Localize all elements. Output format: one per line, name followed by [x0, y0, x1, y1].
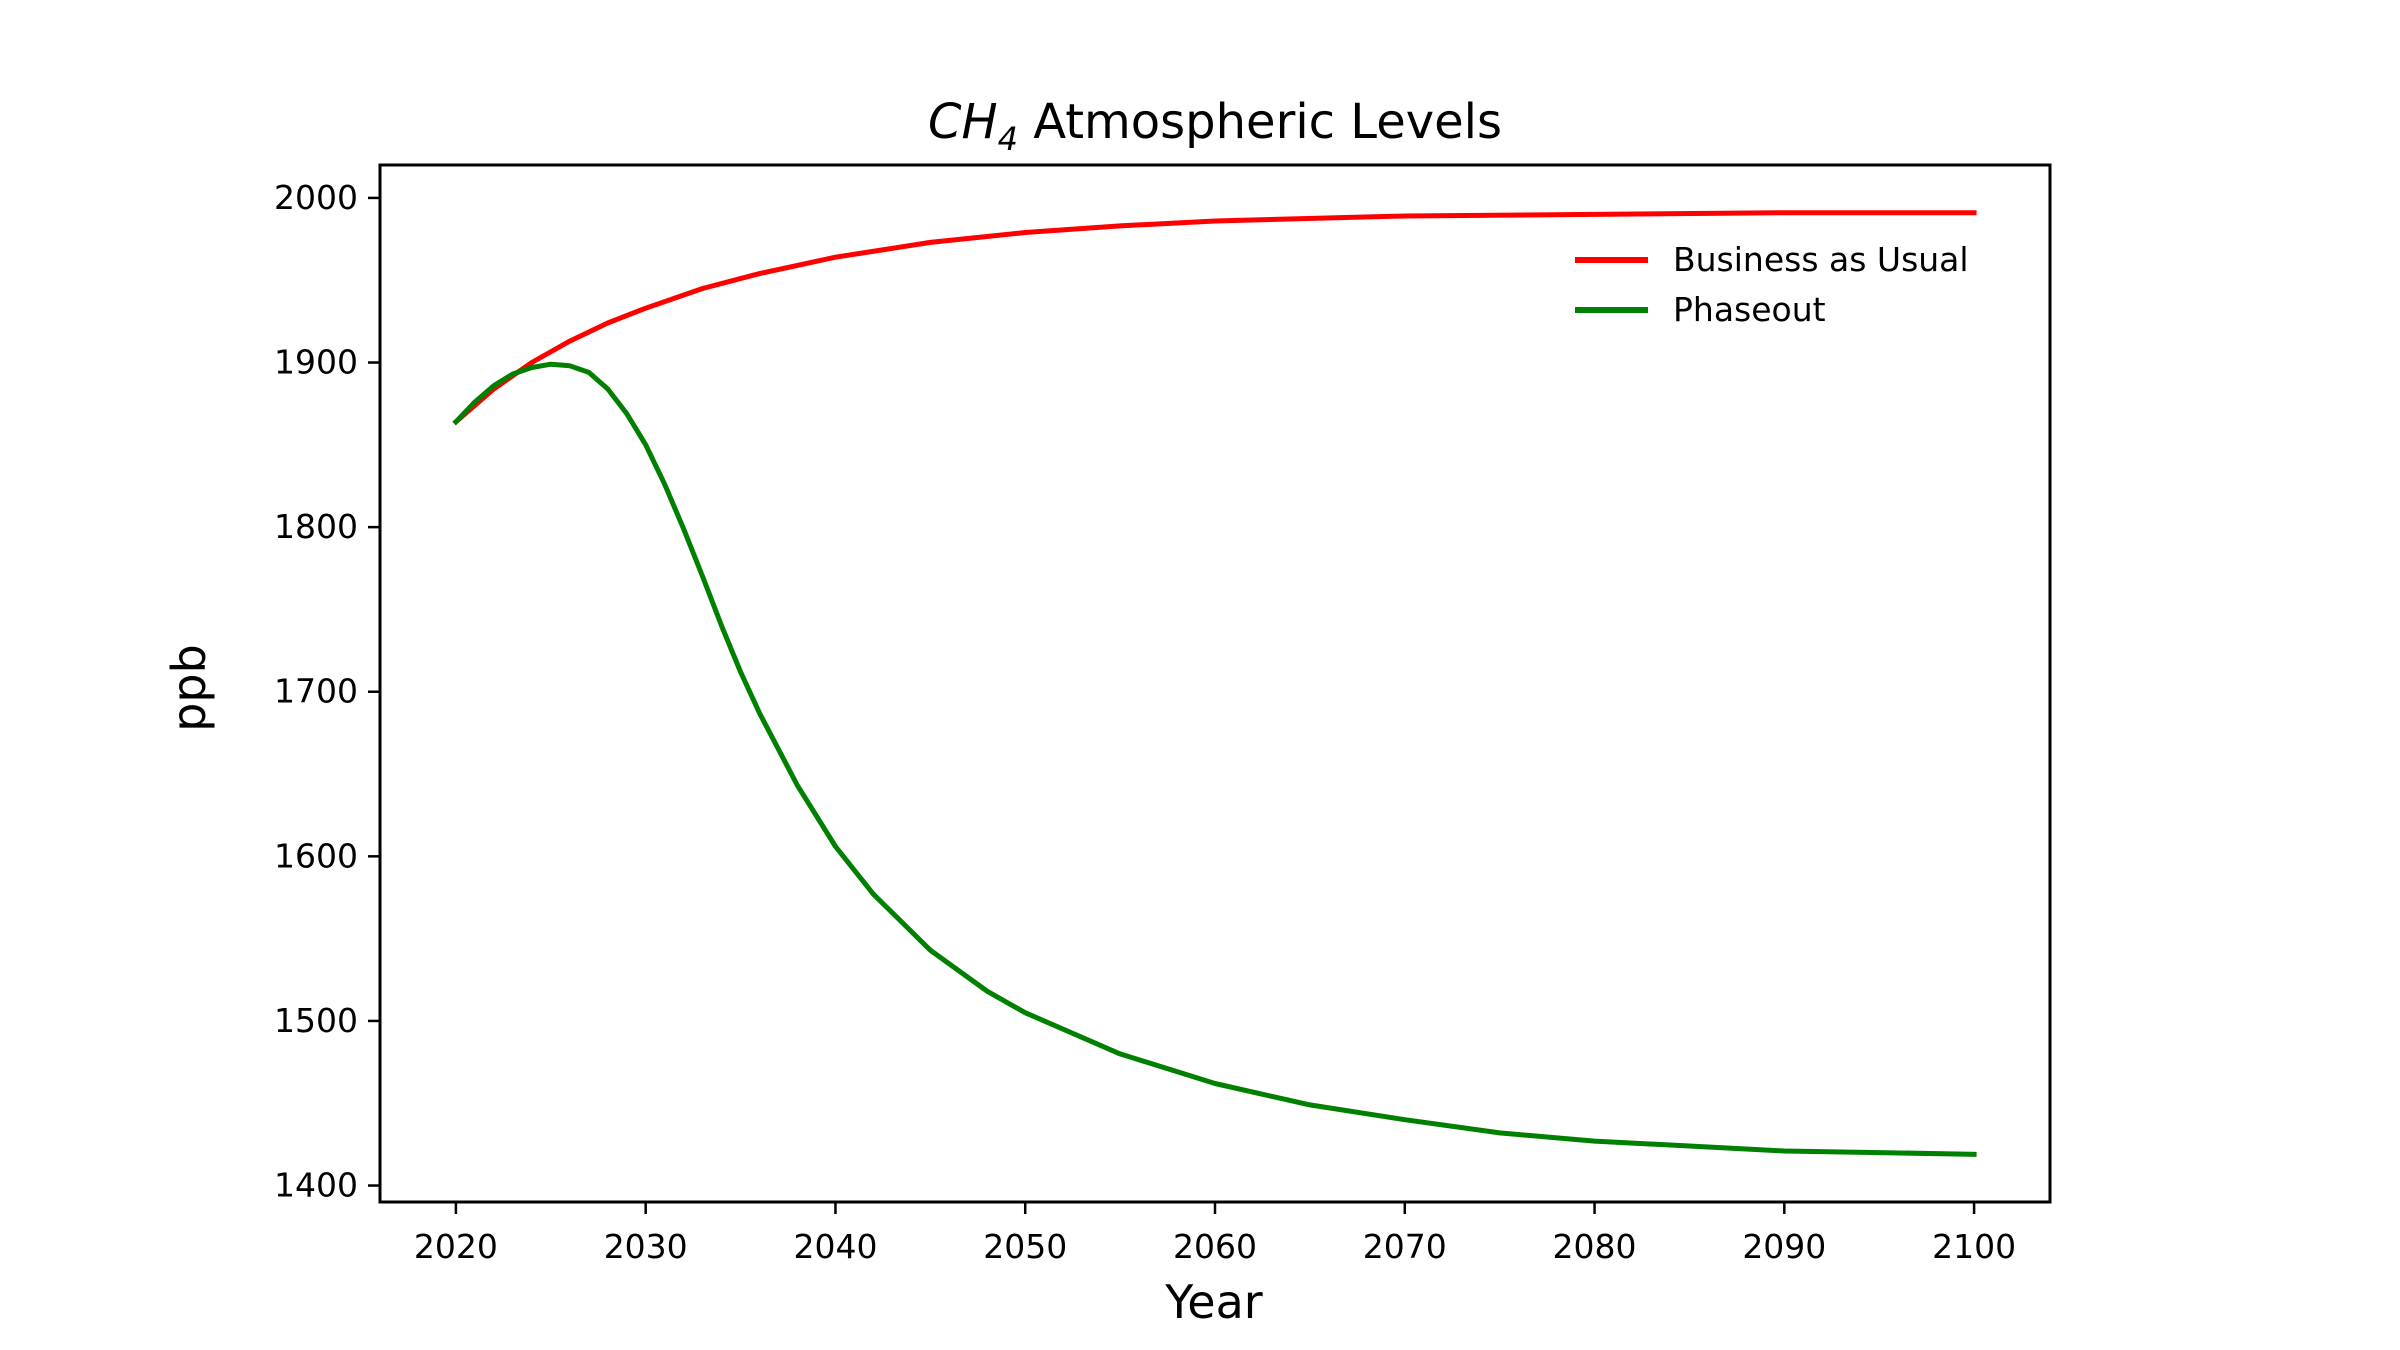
x-axis-label: Year [1164, 1275, 1262, 1329]
y-tick-label: 1900 [274, 343, 358, 382]
x-tick-label: 2100 [1932, 1227, 2016, 1266]
x-tick-label: 2050 [983, 1227, 1067, 1266]
series-line-phaseout [452, 361, 1977, 1157]
legend: Business as Usual Phaseout [1575, 240, 1969, 329]
y-tick-label: 1700 [274, 672, 358, 711]
chart-title: CH4 Atmospheric Levels [928, 94, 1502, 158]
x-tick-label: 2080 [1553, 1227, 1637, 1266]
y-tick-label: 1800 [274, 507, 358, 546]
x-tick-label: 2020 [414, 1227, 498, 1266]
series-lines [452, 210, 1977, 1157]
y-tick-label: 1400 [274, 1166, 358, 1205]
y-tick-label: 1500 [274, 1001, 358, 1040]
axes: 2020 2030 2040 2050 2060 2070 2080 2090 2100 1400… [274, 163, 2052, 1266]
y-tick-label: 1600 [274, 836, 358, 875]
x-tick-label: 2030 [604, 1227, 688, 1266]
x-tick-label: 2090 [1742, 1227, 1826, 1266]
x-tick-label: 2070 [1363, 1227, 1447, 1266]
legend-label-phaseout: Phaseout [1673, 290, 1826, 329]
series-line-business-as-usual [452, 210, 1977, 426]
y-axis-label: ppb [162, 644, 216, 732]
x-tick-label: 2060 [1173, 1227, 1257, 1266]
x-tick-label: 2040 [793, 1227, 877, 1266]
y-tick-label: 2000 [274, 178, 358, 217]
legend-label-business-as-usual: Business as Usual [1673, 240, 1969, 279]
